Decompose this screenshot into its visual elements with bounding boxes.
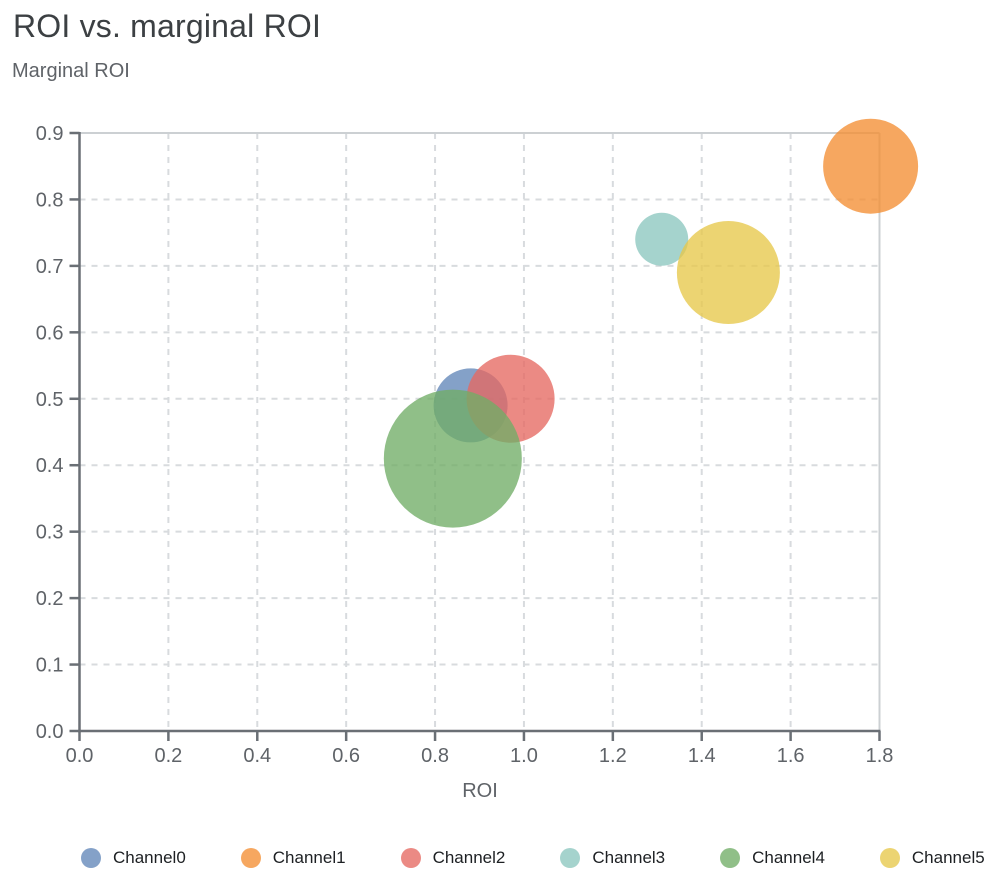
x-tick-label: 1.2	[599, 745, 627, 767]
bubble-channel1[interactable]	[823, 118, 919, 214]
x-tick-label: 1.8	[866, 745, 894, 767]
legend-item-channel4[interactable]: Channel4	[720, 848, 825, 868]
y-axis-title: Marginal ROI	[12, 60, 130, 82]
x-tick-label: 0.8	[421, 745, 449, 767]
legend-dot-icon	[81, 848, 101, 868]
x-tick-label: 0.4	[243, 745, 271, 767]
legend-dot-icon	[240, 848, 261, 868]
legend-label: Channel4	[752, 848, 825, 867]
y-tick-label: 0.2	[36, 588, 64, 610]
y-tick-label: 0.9	[36, 123, 64, 145]
y-tick-label: 0.5	[36, 389, 64, 411]
legend-dot-icon	[720, 848, 741, 868]
legend-dot-icon	[560, 848, 581, 868]
y-tick-label: 0.7	[36, 256, 64, 278]
legend-dot-icon	[400, 848, 421, 868]
legend-label: Channel2	[432, 848, 506, 867]
x-tick-label: 0.6	[332, 745, 360, 767]
legend: Channel0 Channel1 Channel2 Channel3 Channel4…	[81, 846, 985, 870]
bubble-channel3[interactable]	[635, 212, 689, 266]
legend-dot-icon	[879, 848, 900, 868]
legend-label: Channel1	[272, 848, 346, 867]
bubble-channel4[interactable]	[383, 389, 522, 528]
legend-label: Channel3	[592, 848, 666, 867]
bubble-channel5[interactable]	[676, 221, 780, 325]
legend-item-channel1[interactable]: Channel1	[240, 848, 346, 868]
x-axis-title: ROI	[462, 780, 498, 802]
legend-item-channel2[interactable]: Channel2	[400, 848, 506, 868]
legend-item-channel3[interactable]: Channel3	[560, 848, 665, 868]
legend-label: Channel5	[911, 848, 985, 867]
y-tick-label: 0.4	[36, 455, 64, 477]
y-tick-label: 0.8	[36, 189, 64, 211]
y-tick-label: 0.6	[36, 322, 64, 344]
y-tick-label: 0.1	[36, 655, 64, 677]
legend-label: Channel0	[113, 848, 186, 867]
x-tick-label: 1.4	[688, 745, 716, 767]
page-title: ROI vs. marginal ROI	[13, 8, 322, 44]
y-tick-label: 0.3	[36, 522, 64, 544]
legend-item-channel0[interactable]: Channel0	[81, 848, 186, 868]
x-tick-label: 0.0	[66, 745, 94, 767]
legend-item-channel5[interactable]: Channel5	[879, 848, 985, 868]
x-tick-label: 1.6	[777, 745, 805, 767]
x-tick-label: 0.2	[154, 745, 182, 767]
y-tick-label: 0.0	[36, 721, 64, 743]
x-tick-label: 1.0	[510, 745, 538, 767]
